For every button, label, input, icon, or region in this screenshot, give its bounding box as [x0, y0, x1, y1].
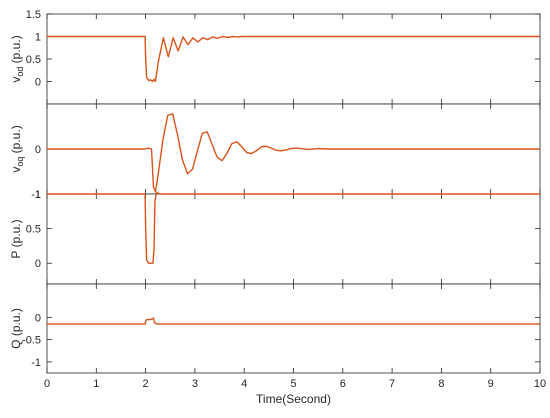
xtick-label: 5	[290, 378, 296, 390]
panel-0: 1.5 1 0.5 0 vod (p.u.)	[9, 9, 541, 105]
series-line	[47, 35, 540, 83]
panel-1: 0 -1 voq (p.u.)	[9, 103, 541, 201]
series-line	[47, 317, 540, 325]
ylabel: voq (p.u.)	[9, 125, 25, 172]
ytick-label: 0	[35, 144, 41, 156]
panel-frame	[46, 13, 541, 105]
xtick-label: 6	[340, 378, 346, 390]
ylabel: vod (p.u.)	[9, 35, 25, 82]
ytick-label: 1	[35, 32, 41, 44]
ytick-label: -0.5	[22, 335, 41, 347]
series-line	[47, 191, 540, 264]
ytick-label: 0	[35, 312, 41, 324]
ytick-label: 1	[35, 189, 41, 201]
ytick-label: -1	[31, 189, 41, 201]
ytick-label: 0	[35, 258, 41, 270]
ytick-label: 1.5	[26, 9, 41, 21]
xtick-label: 7	[389, 378, 395, 390]
ytick-label: -1	[31, 357, 41, 369]
panel-frame	[46, 193, 541, 285]
panel-3: 0 -0.5 -1 Q (p.u.)	[9, 283, 541, 374]
xlabel: Time(Second)	[256, 392, 331, 406]
xtick-label: 9	[488, 378, 494, 390]
series-line	[47, 113, 540, 193]
xtick-label: 4	[241, 378, 247, 390]
ytick-label: 0.5	[26, 54, 41, 66]
panel-frame	[46, 283, 541, 374]
xtick-label: 1	[93, 378, 99, 390]
xtick-label: 10	[534, 378, 546, 390]
xtick-label: 2	[143, 378, 149, 390]
xtick-label: 8	[438, 378, 444, 390]
xtick-label: 0	[44, 378, 50, 390]
ylabel: Q (p.u.)	[9, 308, 23, 349]
ytick-label: 0.5	[26, 224, 41, 236]
ytick-label: 0	[35, 77, 41, 89]
xtick-label: 3	[192, 378, 198, 390]
ylabel: P (p.u.)	[9, 219, 23, 258]
panel-2: 1 0.5 0 P (p.u.)	[9, 189, 541, 285]
